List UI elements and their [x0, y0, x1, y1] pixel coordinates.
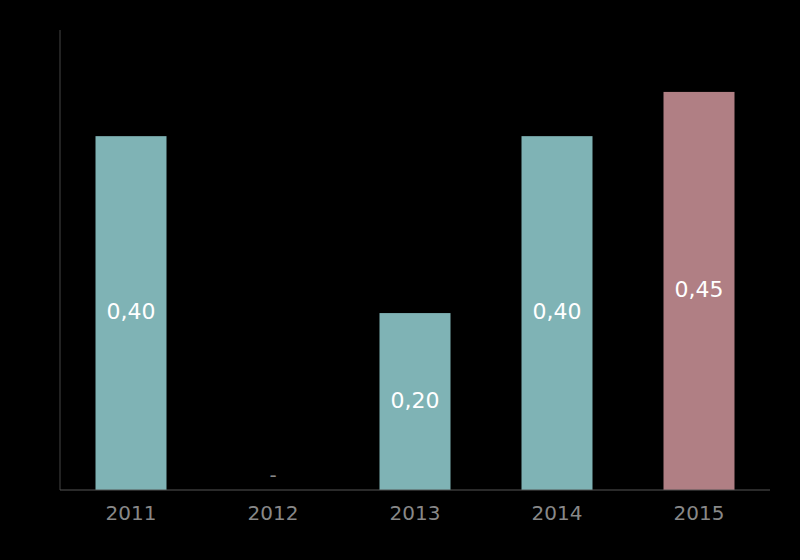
x-tick-label: 2011 [106, 501, 157, 525]
bars [96, 92, 735, 490]
chart-container: 2011 2012 2013 2014 2015 0,40 - 0,20 0,40 0,45 [0, 0, 800, 560]
bar [380, 313, 451, 490]
bar [96, 136, 167, 490]
data-label: 0,20 [391, 388, 440, 413]
data-label: 0,40 [533, 299, 582, 324]
x-tick-label: 2012 [248, 501, 299, 525]
data-label: 0,45 [675, 277, 724, 302]
bar [664, 92, 735, 490]
x-tick-label: 2015 [674, 501, 725, 525]
bar [522, 136, 593, 490]
x-tick-label: 2014 [532, 501, 583, 525]
chart-svg: 2011 2012 2013 2014 2015 0,40 - 0,20 0,40 0,45 [0, 0, 800, 560]
y-axis-line [60, 30, 61, 490]
background [0, 0, 800, 560]
x-axis-line [60, 490, 770, 491]
data-label: 0,40 [107, 299, 156, 324]
data-label: - [269, 463, 276, 487]
x-tick-label: 2013 [390, 501, 441, 525]
